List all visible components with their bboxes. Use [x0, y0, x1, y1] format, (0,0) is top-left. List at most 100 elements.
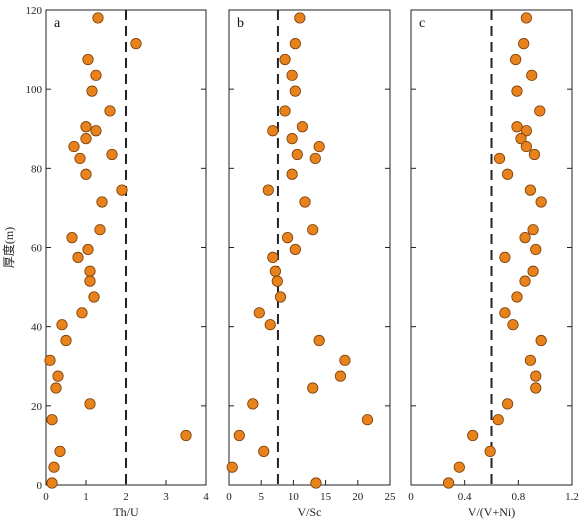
- data-point: [286, 69, 298, 81]
- data-point: [361, 414, 374, 426]
- data-point: [519, 232, 531, 244]
- x-tick-label: 4: [203, 491, 209, 503]
- x-tick-label: 3: [163, 491, 169, 503]
- data-point: [96, 196, 108, 208]
- data-point: [104, 105, 116, 117]
- data-point: [286, 133, 298, 145]
- data-point: [524, 354, 537, 366]
- x-tick-label: 0: [408, 491, 414, 503]
- data-point: [524, 184, 537, 196]
- data-point: [310, 477, 322, 489]
- x-tick-label: 10: [288, 491, 300, 503]
- x-tick-label: 5: [258, 491, 264, 503]
- data-point: [528, 148, 541, 161]
- y-tick-label: 60: [31, 243, 43, 255]
- data-point: [48, 461, 60, 473]
- data-point: [309, 152, 321, 165]
- data-point: [46, 477, 58, 489]
- x-tick-label: 0.8: [511, 491, 525, 503]
- data-point: [501, 398, 514, 410]
- data-point: [282, 232, 294, 244]
- data-point: [72, 251, 84, 263]
- data-point: [307, 382, 319, 394]
- data-point: [54, 445, 66, 457]
- data-point: [527, 265, 539, 277]
- x-axis-label: V/(V+Ni): [468, 505, 515, 519]
- data-point: [507, 319, 519, 331]
- data-point: [299, 196, 311, 208]
- data-point: [84, 265, 96, 277]
- x-tick-label: 0: [43, 491, 49, 503]
- data-point: [526, 69, 538, 81]
- data-point: [82, 243, 94, 256]
- data-point: [535, 334, 547, 347]
- x-tick-label: 25: [385, 491, 397, 503]
- data-point: [493, 152, 506, 165]
- data-point: [74, 152, 86, 165]
- data-point: [180, 429, 192, 442]
- y-axis-label: 厚度(m): [1, 227, 16, 268]
- data-point: [313, 140, 325, 153]
- data-point: [511, 121, 523, 133]
- data-point: [92, 12, 104, 24]
- y-tick-label: 20: [31, 401, 43, 413]
- data-point: [291, 148, 303, 161]
- data-point: [258, 445, 270, 457]
- data-point: [130, 38, 142, 50]
- data-point: [116, 184, 128, 196]
- data-point: [226, 461, 238, 473]
- data-point: [253, 307, 265, 319]
- data-point: [86, 85, 98, 97]
- data-point: [80, 121, 92, 133]
- data-point: [50, 382, 62, 394]
- data-point: [442, 477, 455, 489]
- data-point: [84, 275, 96, 287]
- data-point: [492, 414, 504, 426]
- x-tick-label: 15: [320, 491, 332, 503]
- data-point: [530, 382, 542, 394]
- x-tick-label: 2: [123, 491, 129, 503]
- data-point: [520, 125, 532, 137]
- data-point: [289, 243, 301, 256]
- data-point: [339, 354, 351, 366]
- x-axis-label: Th/U: [113, 505, 139, 519]
- data-point: [279, 105, 291, 117]
- data-point: [274, 291, 287, 303]
- data-point: [94, 224, 106, 236]
- data-point: [66, 232, 78, 244]
- data-point: [267, 125, 279, 137]
- data-point: [80, 133, 92, 145]
- data-point: [294, 12, 306, 24]
- panel-a: 0 20 40 60 80 100 120 0 1 2 3 4 Th/U a: [26, 5, 210, 519]
- data-point: [60, 334, 72, 347]
- data-point: [501, 168, 514, 180]
- x-axis-label: V/Sc: [298, 505, 322, 519]
- data-point: [520, 12, 532, 24]
- y-tick-label: 120: [26, 5, 43, 17]
- data-point: [264, 319, 276, 331]
- data-point: [269, 265, 281, 277]
- data-point: [530, 370, 542, 382]
- data-point: [271, 275, 283, 287]
- x-tick-label: 20: [352, 491, 364, 503]
- y-tick-label: 100: [26, 84, 43, 96]
- data-point: [106, 148, 118, 161]
- data-point: [88, 291, 100, 303]
- data-point: [56, 319, 68, 331]
- panel-label: b: [237, 16, 244, 31]
- data-point: [453, 461, 465, 473]
- data-point: [518, 38, 530, 50]
- x-tick-label: 1: [83, 491, 89, 503]
- data-point: [80, 168, 92, 180]
- x-tick-label: 1.2: [565, 491, 579, 503]
- data-point: [511, 291, 523, 303]
- panel-label: a: [54, 16, 61, 31]
- panel-label: c: [419, 16, 425, 31]
- y-tick-label: 80: [31, 163, 43, 175]
- data-point: [84, 398, 96, 410]
- data-point: [499, 307, 511, 319]
- data-point: [515, 133, 527, 145]
- data-point: [499, 251, 511, 263]
- data-point: [267, 251, 279, 263]
